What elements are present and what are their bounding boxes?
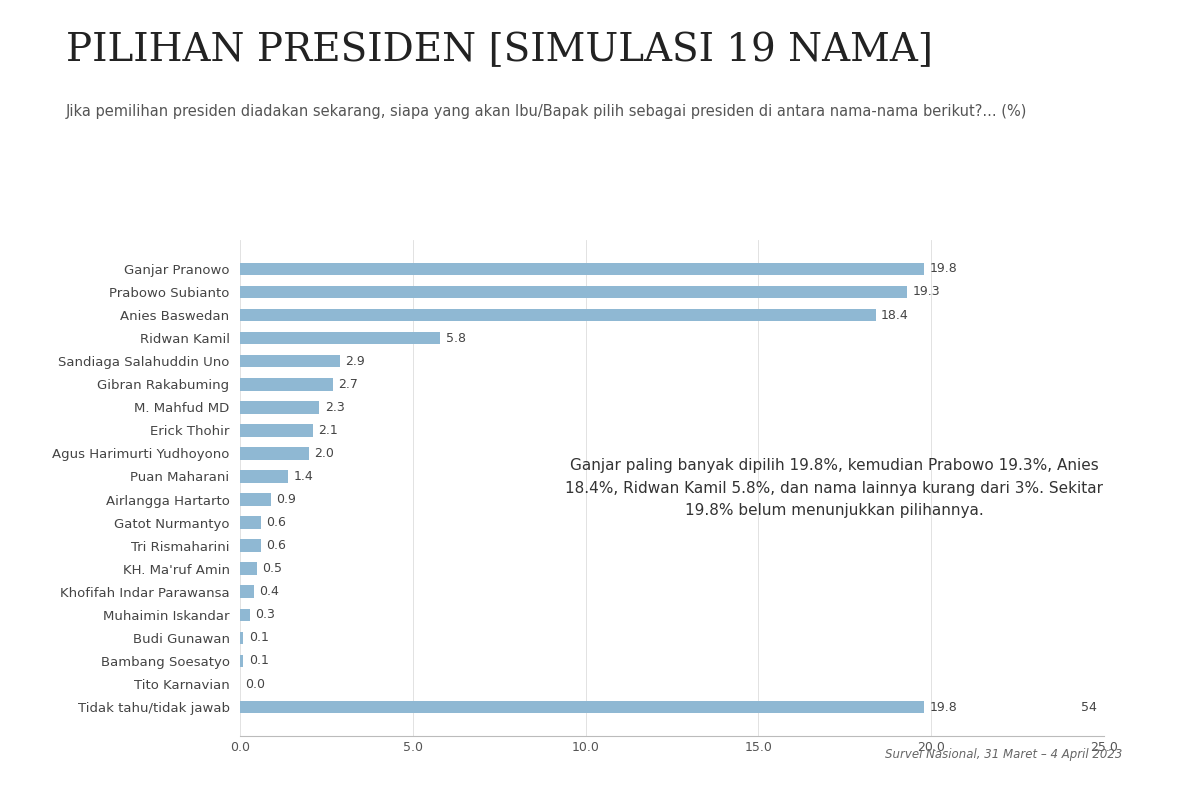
Text: 19.3: 19.3 [912,286,940,298]
Bar [240,539,260,552]
Bar [240,401,319,414]
Bar [240,262,924,275]
Text: 2.0: 2.0 [314,447,334,460]
Bar [240,562,257,575]
Bar [240,447,310,460]
Text: 5.8: 5.8 [445,331,466,345]
Text: 2.7: 2.7 [338,378,359,390]
Text: PILIHAN PRESIDEN [SIMULASI 19 NAMA]: PILIHAN PRESIDEN [SIMULASI 19 NAMA] [66,32,934,69]
Text: 0.1: 0.1 [248,631,269,645]
Text: 0.6: 0.6 [266,516,286,529]
Text: Jika pemilihan presiden diadakan sekarang, siapa yang akan Ibu/Bapak pilih sebag: Jika pemilihan presiden diadakan sekaran… [66,104,1027,119]
Text: 0.0: 0.0 [245,678,265,690]
Text: 18.4: 18.4 [881,309,908,322]
Text: Ganjar paling banyak dipilih 19.8%, kemudian Prabowo 19.3%, Anies
18.4%, Ridwan : Ganjar paling banyak dipilih 19.8%, kemu… [565,458,1104,518]
Bar [240,586,254,598]
Text: 19.8: 19.8 [930,262,958,275]
Bar [240,654,244,667]
Bar [240,609,251,621]
Bar [240,470,288,483]
Text: Survei Nasional, 31 Maret – 4 April 2023: Survei Nasional, 31 Maret – 4 April 2023 [884,748,1122,761]
Text: 0.3: 0.3 [256,608,276,622]
Text: 0.1: 0.1 [248,654,269,667]
Text: 0.5: 0.5 [263,562,282,575]
Text: 0.4: 0.4 [259,586,278,598]
Bar [240,631,244,644]
Bar [240,309,876,322]
Text: 19.8: 19.8 [930,701,958,714]
Text: 0.9: 0.9 [276,493,296,506]
Bar [240,286,907,298]
Text: 54: 54 [1081,701,1097,714]
Bar [240,516,260,529]
Bar [240,378,334,390]
Text: 2.3: 2.3 [325,401,344,414]
Bar [240,424,312,437]
Bar [240,493,271,506]
Text: 2.1: 2.1 [318,424,337,437]
Text: 1.4: 1.4 [294,470,313,483]
Bar [240,332,440,345]
Bar [240,355,341,367]
Text: 0.6: 0.6 [266,539,286,552]
Text: 2.9: 2.9 [346,354,365,368]
Bar [240,701,924,714]
